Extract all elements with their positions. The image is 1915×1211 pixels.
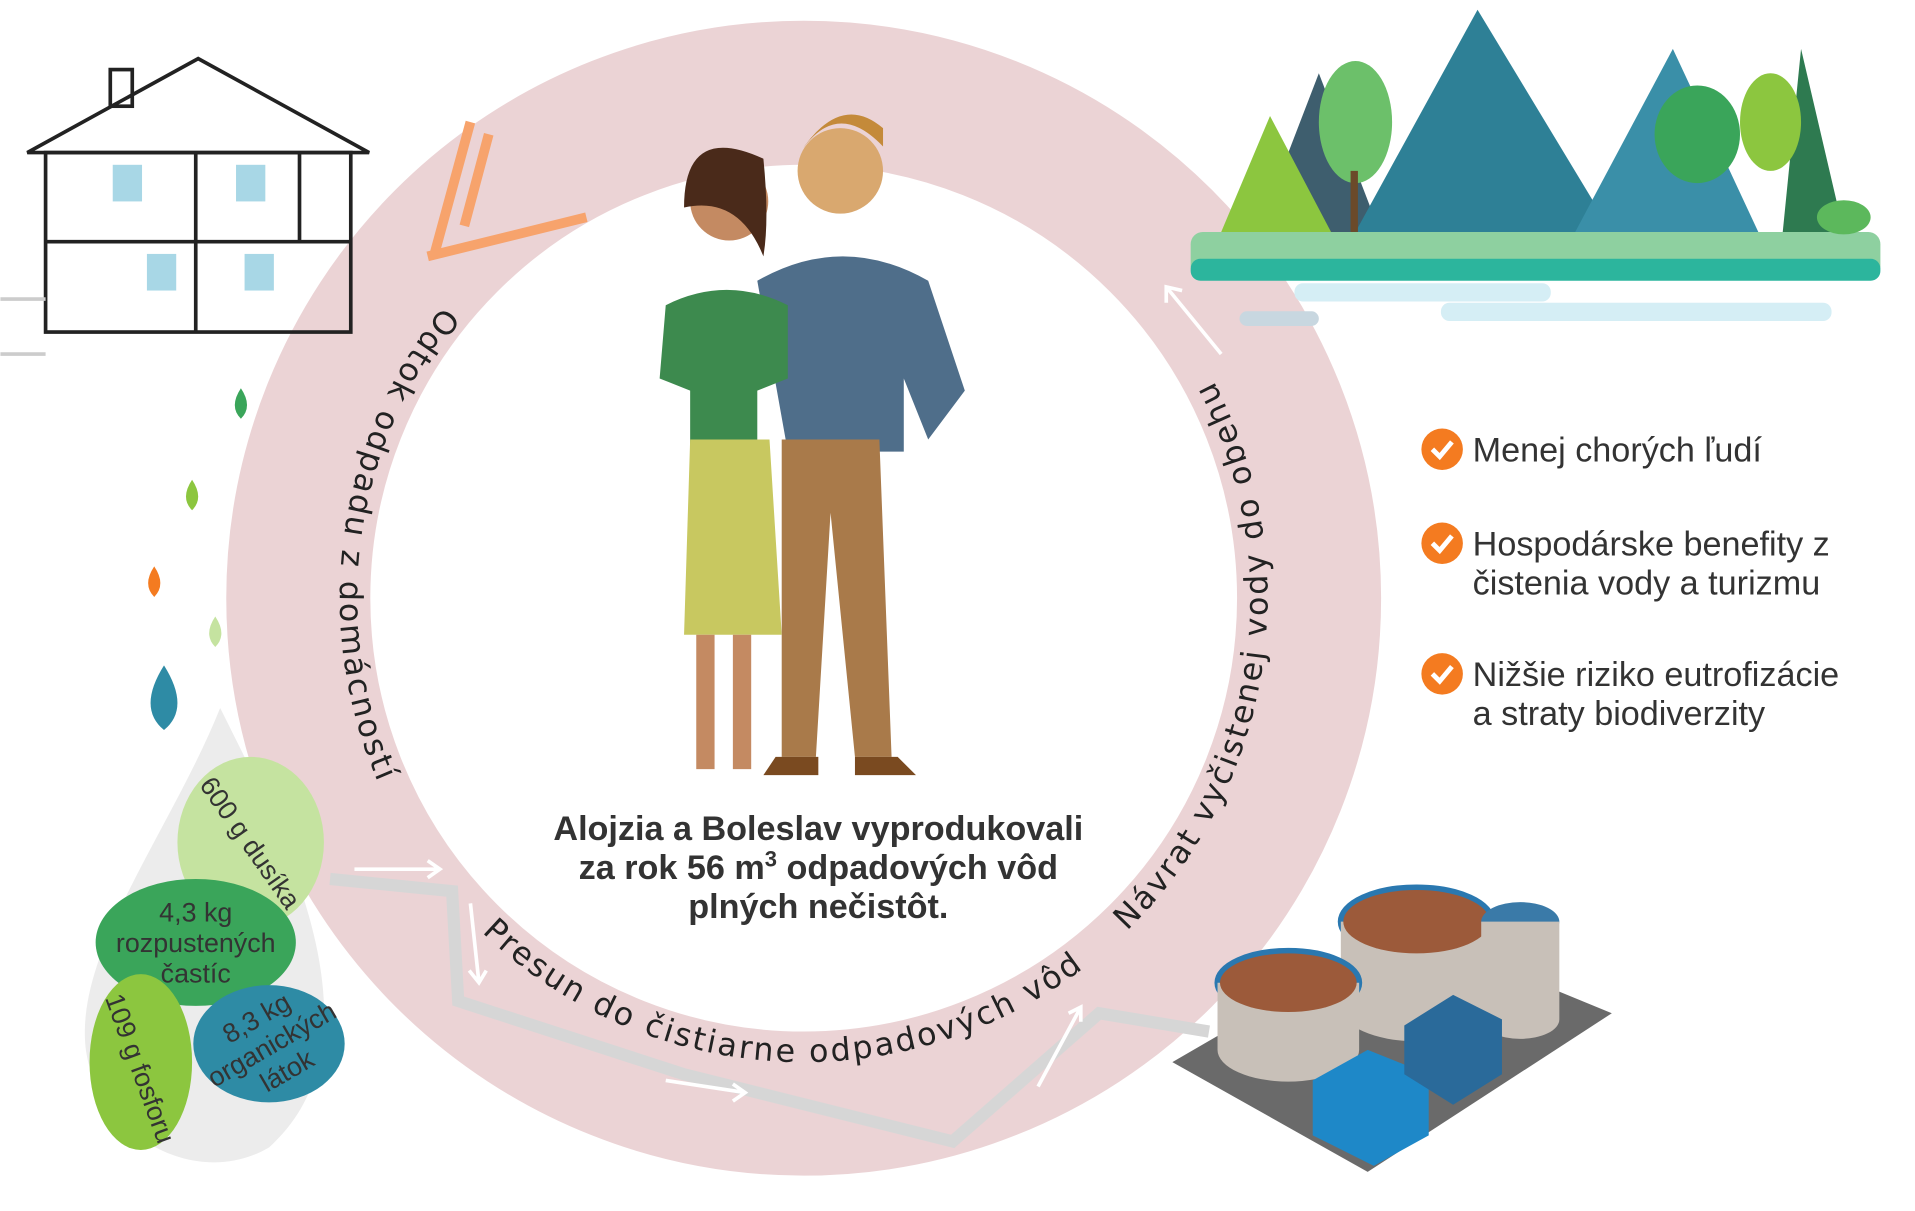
- caption-part: odpadových vôd: [777, 849, 1058, 887]
- benefit-text: Hospodárske benefity z: [1473, 525, 1830, 563]
- check-icon: [1421, 428, 1463, 470]
- check-mark: [1430, 664, 1454, 685]
- treatment-plant: [1172, 884, 1612, 1172]
- check-icon: [1421, 522, 1463, 564]
- landscape: [1190, 9, 1881, 326]
- benefit-text: a straty biodiverzity: [1473, 695, 1766, 733]
- center-caption: Alojzia a Boleslav vyprodukovali za rok …: [553, 810, 1083, 926]
- benefit-text: čistenia vody a turizmu: [1473, 565, 1821, 603]
- benefits-list: Menej chorých ľudí Hospodárske benefity z…: [1421, 428, 1839, 733]
- pollutant-text: častíc: [161, 959, 231, 989]
- pipe: [329, 872, 1210, 1149]
- benefit-text: Menej chorých ľudí: [1473, 431, 1763, 469]
- check-mark: [1430, 534, 1454, 555]
- pipe: [426, 120, 588, 262]
- caption-line: za rok 56 m3 odpadových vôd: [579, 847, 1058, 887]
- caption-part: za rok 56 m: [579, 849, 765, 887]
- pollutant-blobs: [89, 756, 345, 1150]
- benefit-text: Nižšie riziko eutrofizácie: [1473, 656, 1840, 694]
- check-mark: [1430, 440, 1454, 461]
- pollutant-text: rozpustených: [116, 928, 276, 958]
- windows: [112, 164, 274, 291]
- superscript: 3: [765, 847, 777, 872]
- couple: [659, 114, 965, 776]
- arrows: [354, 284, 1223, 1103]
- house: [0, 56, 370, 356]
- caption-line: Alojzia a Boleslav vyprodukovali: [553, 810, 1083, 848]
- caption-line: plných nečistôt.: [688, 888, 948, 926]
- pollutant-text: 4,3 kg: [159, 898, 232, 928]
- check-icon: [1421, 653, 1463, 695]
